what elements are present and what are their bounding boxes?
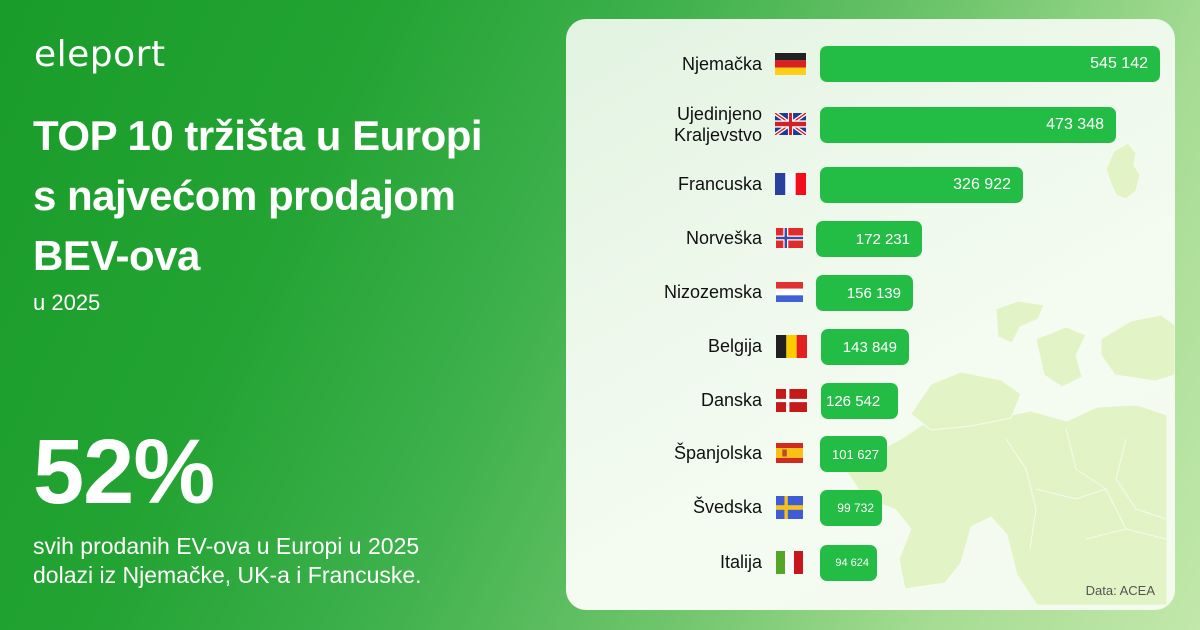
- norway-flag-icon: [776, 228, 803, 248]
- bar-netherlands: 156 139: [816, 275, 913, 311]
- bar-value: 143 849: [842, 338, 897, 356]
- chart-row-belgium: Belgija 143 849: [566, 329, 1175, 365]
- eleport-logo: eleport: [34, 34, 166, 75]
- italy-flag-icon: [776, 551, 803, 574]
- country-label: Francuska: [677, 173, 762, 194]
- bar-value: 94 624: [835, 557, 869, 569]
- bar-sweden: 99 732: [820, 490, 882, 526]
- netherlands-flag-icon: [776, 282, 803, 302]
- country-label: Ujedinjeno Kraljevstvo: [673, 104, 762, 145]
- sweden-flag-icon: [776, 496, 803, 519]
- chart-row-france: Francuska 326 922: [566, 167, 1175, 203]
- bar-spain: 101 627: [820, 436, 887, 472]
- bar-value: 545 142: [1090, 55, 1148, 72]
- germany-flag-icon: [775, 53, 806, 75]
- france-flag-icon: [775, 173, 806, 195]
- country-label: Španjolska: [673, 442, 762, 463]
- europe-map-background: [844, 142, 1175, 606]
- subtitle-year: u 2025: [33, 290, 101, 315]
- chart-card: Njemačka 545 142 Ujedinjeno Kraljevstvo …: [566, 19, 1175, 610]
- bar-italy: 94 624: [820, 545, 877, 581]
- country-label: Njemačka: [681, 53, 762, 74]
- title-line-1: TOP 10 tržišta u Europi: [33, 112, 483, 159]
- country-label: Italija: [719, 551, 762, 572]
- bar-united-kingdom: 473 348: [820, 107, 1116, 143]
- chart-row-netherlands: Nizozemska 156 139: [566, 275, 1175, 311]
- bar-denmark: 126 542: [821, 383, 898, 419]
- bar-value: 326 922: [953, 176, 1011, 193]
- chart-row-italy: Italija 94 624: [566, 545, 1175, 581]
- highlight-note: svih prodanih EV-ova u Europi u 2025 dol…: [33, 532, 513, 590]
- united-kingdom-flag-icon: [775, 113, 806, 135]
- bar-france: 326 922: [820, 167, 1023, 203]
- bar-value: 101 627: [832, 446, 879, 462]
- highlight-percentage: 52%: [33, 421, 215, 523]
- title-line-3: BEV-ova: [33, 232, 200, 279]
- bar-value: 172 231: [855, 230, 910, 248]
- page-title: TOP 10 tržišta u Europi s najvećom proda…: [33, 106, 553, 286]
- country-label: Belgija: [707, 335, 762, 356]
- spain-flag-icon: [776, 443, 803, 463]
- note-line-2: dolazi iz Njemačke, UK-a i Francuske.: [33, 562, 422, 588]
- data-source: Data: ACEA: [1085, 583, 1155, 598]
- bar-germany: 545 142: [820, 46, 1160, 82]
- chart-row-spain: Španjolska 101 627: [566, 436, 1175, 472]
- bar-value: 99 732: [837, 501, 874, 515]
- chart-row-sweden: Švedska 99 732: [566, 490, 1175, 526]
- bar-value: 473 348: [1046, 116, 1104, 133]
- belgium-flag-icon: [776, 335, 807, 358]
- chart-row-norway: Norveška 172 231: [566, 221, 1175, 257]
- country-label: Švedska: [692, 496, 762, 517]
- bar-value: 126 542: [826, 392, 881, 410]
- title-line-2: s najvećom prodajom: [33, 172, 456, 219]
- chart-row-united-kingdom: Ujedinjeno Kraljevstvo 473 348: [566, 104, 1175, 145]
- note-line-1: svih prodanih EV-ova u Europi u 2025: [33, 533, 420, 559]
- bar-norway: 172 231: [816, 221, 922, 257]
- country-label: Danska: [700, 389, 762, 410]
- chart-row-denmark: Danska 126 542: [566, 383, 1175, 419]
- bar-value: 156 139: [846, 284, 901, 302]
- country-label: Nizozemska: [663, 281, 762, 302]
- denmark-flag-icon: [776, 389, 807, 412]
- country-label: Norveška: [685, 227, 762, 248]
- bar-belgium: 143 849: [821, 329, 909, 365]
- chart-row-germany: Njemačka 545 142: [566, 46, 1175, 82]
